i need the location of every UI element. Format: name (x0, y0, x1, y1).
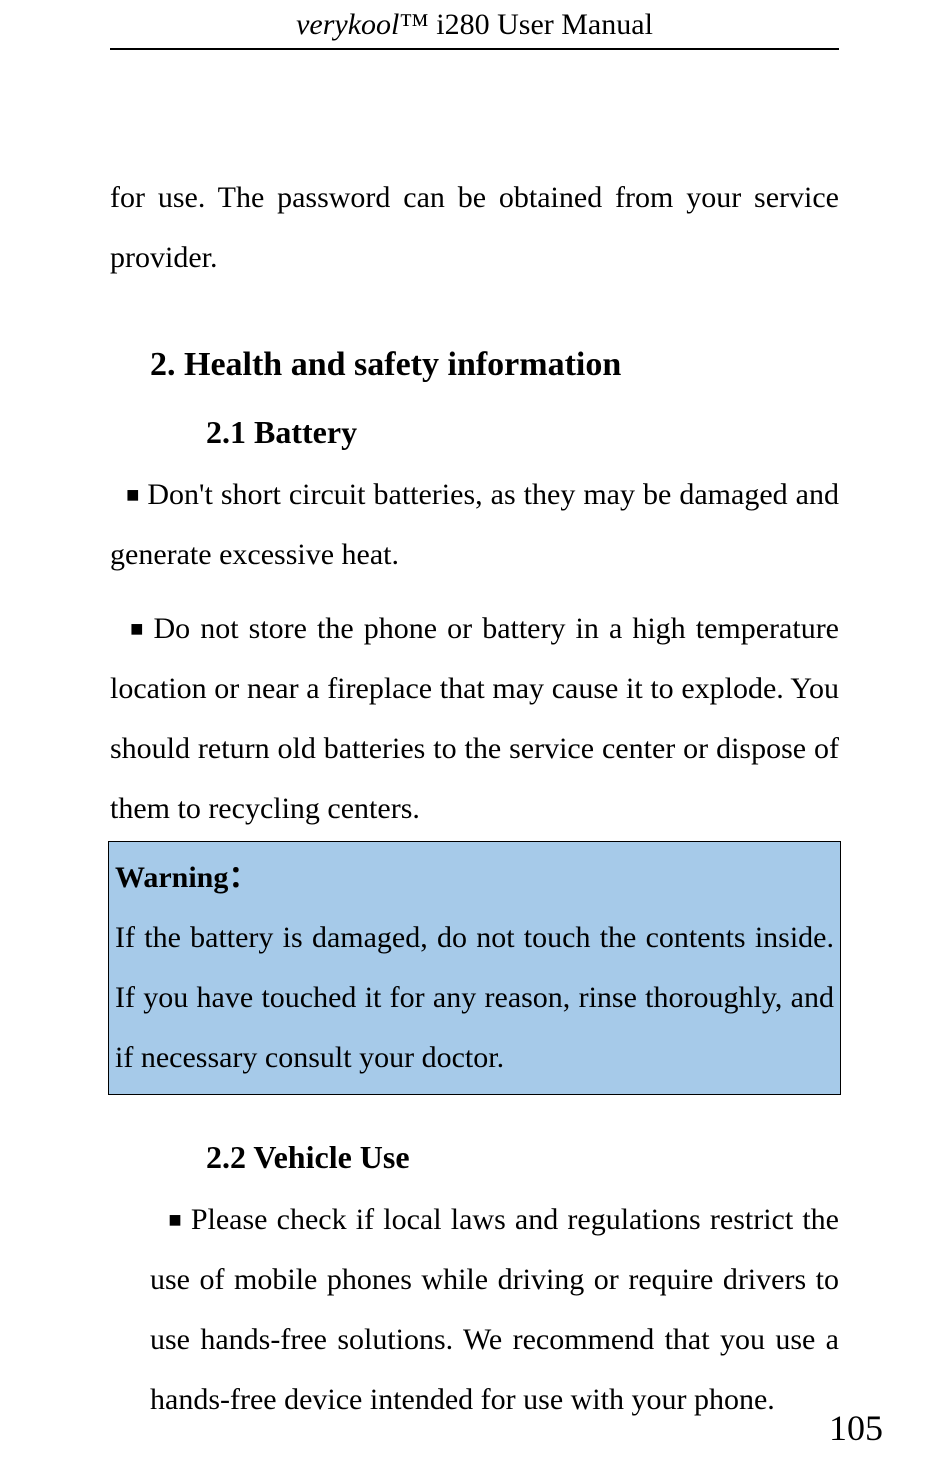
page-header: verykool™ i280 User Manual (110, 0, 839, 50)
warning-label: Warning： (115, 848, 834, 908)
section-2-2-heading: 2.2 Vehicle Use (206, 1139, 839, 1176)
section-2-2-item-1: ■ Please check if local laws and regulat… (150, 1190, 839, 1430)
section-2-1-item-2: ■ Do not store the phone or battery in a… (110, 599, 839, 839)
header-trademark: ™ (399, 8, 428, 41)
page-number: 105 (829, 1407, 883, 1449)
square-bullet-icon: ■ (168, 1198, 181, 1242)
warning-box: Warning： If the battery is damaged, do n… (108, 841, 841, 1095)
square-bullet-icon: ■ (130, 607, 143, 651)
section-2-1-heading: 2.1 Battery (206, 414, 839, 451)
section-2-1-item-1-text: Don't short circuit batteries, as they m… (110, 478, 839, 571)
section-2-1-item-2-text: Do not store the phone or battery in a h… (110, 612, 839, 825)
header-title-rest: i280 User Manual (429, 8, 653, 41)
header-title: verykool™ i280 User Manual (296, 8, 653, 42)
warning-text: If the battery is damaged, do not touch … (115, 908, 834, 1088)
header-brand: verykool (296, 8, 399, 41)
header-rule (110, 48, 839, 50)
document-page: verykool™ i280 User Manual for use. The … (0, 0, 949, 1469)
section-2-1-item-1: ■ Don't short circuit batteries, as they… (110, 465, 839, 585)
section-2-2-item-1-text: Please check if local laws and regulatio… (150, 1203, 839, 1416)
intro-paragraph: for use. The password can be obtained fr… (110, 168, 839, 288)
square-bullet-icon: ■ (126, 473, 139, 517)
section-2-heading: 2. Health and safety information (150, 346, 839, 384)
